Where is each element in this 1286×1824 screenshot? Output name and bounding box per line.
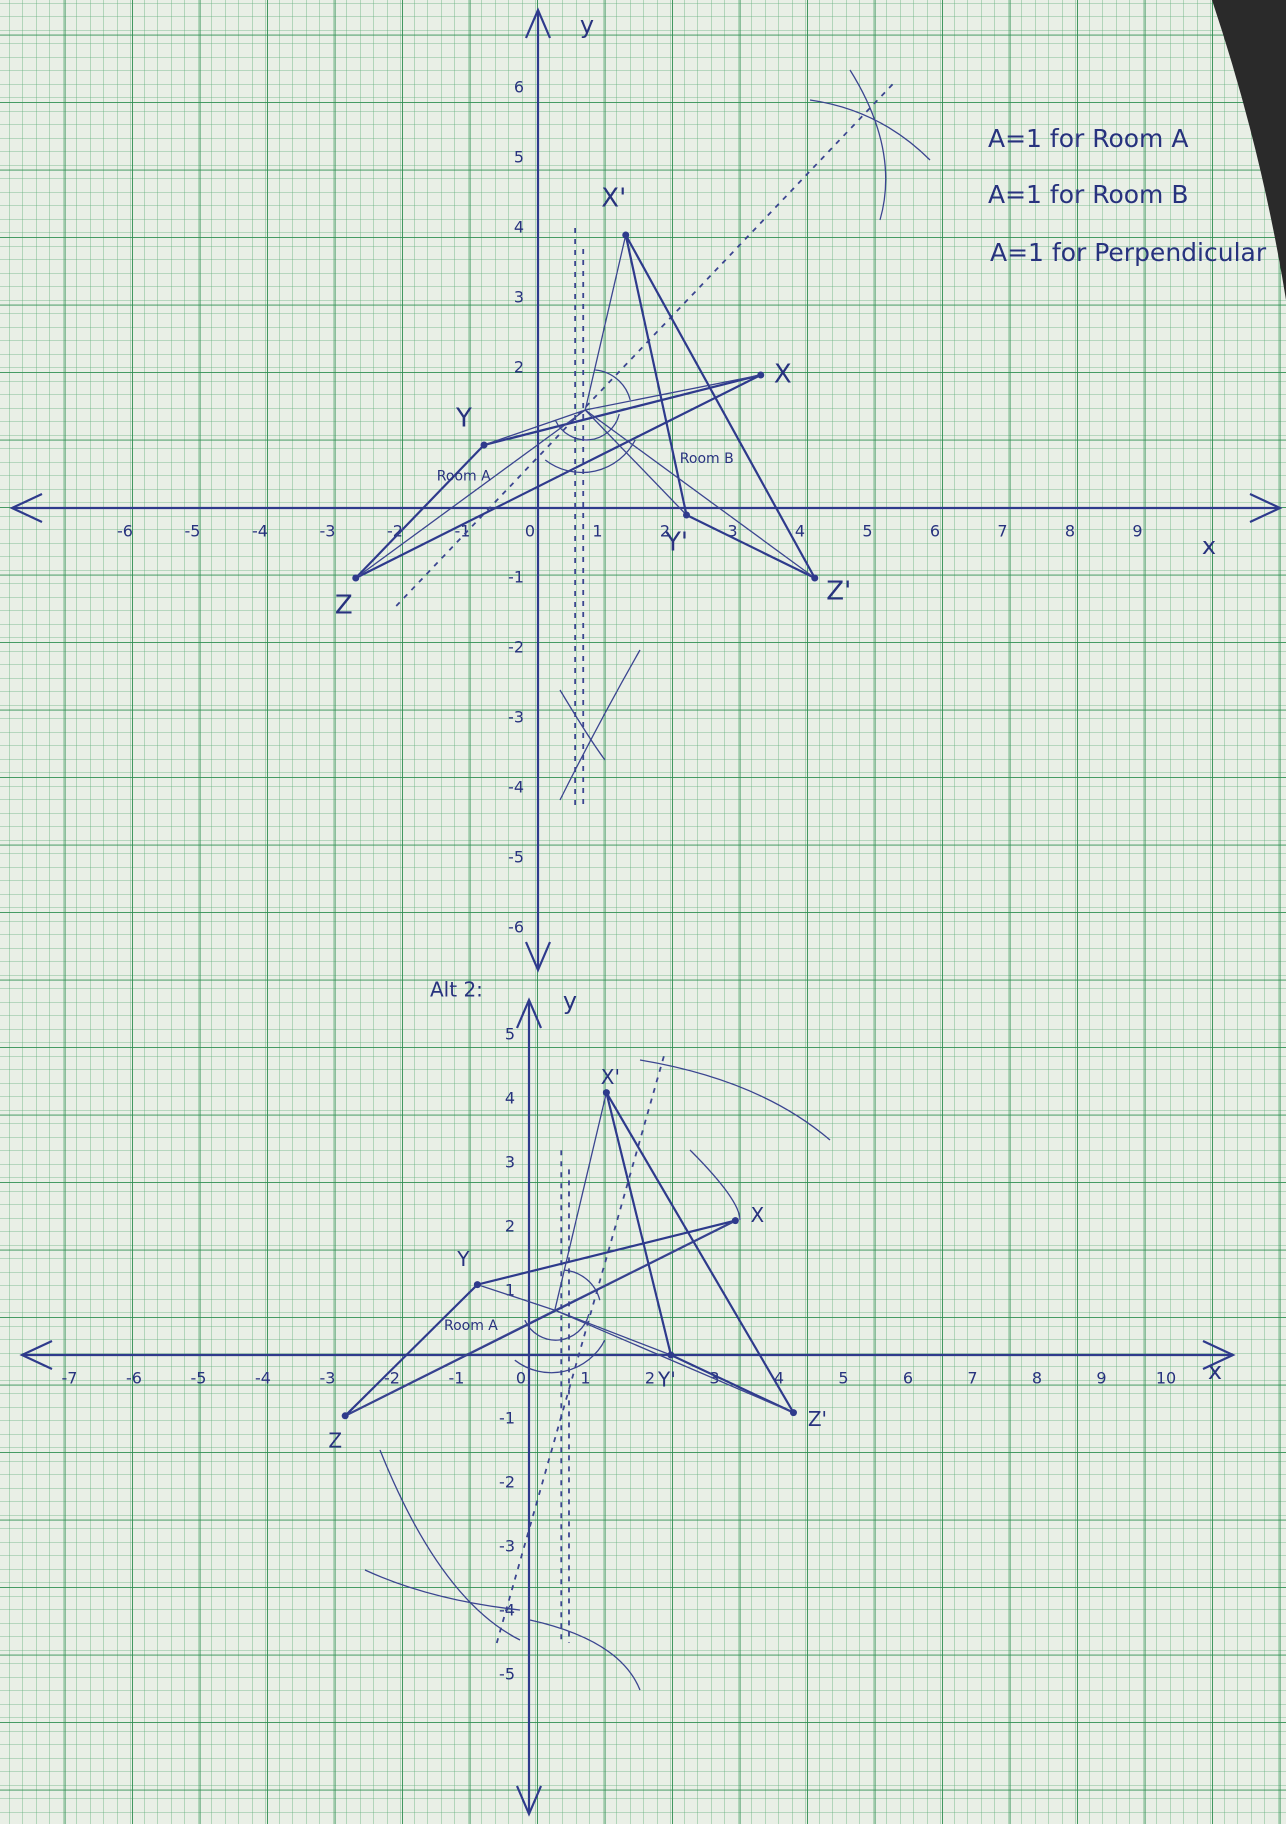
- y-tick-label: 3: [505, 1153, 515, 1172]
- note: A=1 for Room A: [988, 124, 1188, 153]
- note: A=1 for Room B: [988, 180, 1189, 209]
- y-tick-label: 3: [514, 288, 524, 307]
- vertex-label: Y: [455, 404, 472, 434]
- y-axis-label: y: [580, 11, 594, 39]
- vertex: [683, 512, 690, 519]
- x-tick-label: 5: [862, 522, 872, 541]
- y-axis-label: y: [563, 987, 577, 1015]
- y-tick-label: 4: [514, 218, 524, 237]
- grid: [0, 0, 1286, 1824]
- region-label: Room A: [444, 1318, 498, 1334]
- vertex: [603, 1089, 610, 1096]
- vertex: [811, 575, 818, 582]
- x-tick-label: -4: [252, 522, 268, 541]
- y-tick-label: 2: [505, 1217, 515, 1236]
- x-axis-label: x: [1202, 532, 1216, 560]
- x-tick-label: 2: [645, 1369, 655, 1388]
- vertex-label: Z': [808, 1407, 827, 1431]
- x-tick-label: 8: [1065, 522, 1075, 541]
- vertex: [352, 575, 359, 582]
- y-tick-label: -5: [508, 848, 524, 867]
- vertex: [732, 1217, 739, 1224]
- x-tick-label: -4: [255, 1369, 271, 1388]
- y-tick-label: -2: [499, 1473, 515, 1492]
- y-tick-label: -4: [508, 778, 524, 797]
- vertex-label: Z: [335, 591, 353, 621]
- x-tick-label: 6: [930, 522, 940, 541]
- x-tick-label: 5: [838, 1369, 848, 1388]
- x-tick-label: -3: [320, 522, 336, 541]
- graph-paper: A=1 for Room A A=1 for Room B A=1 for Pe…: [0, 0, 1286, 1824]
- x-tick-label: 7: [997, 522, 1007, 541]
- note: A=1 for Perpendicular: [990, 238, 1267, 267]
- x-tick-label: -3: [320, 1369, 336, 1388]
- y-tick-label: -3: [499, 1537, 515, 1556]
- x-tick-label: 7: [967, 1369, 977, 1388]
- region-label: Room B: [680, 451, 734, 467]
- y-tick-label: 6: [514, 78, 524, 97]
- x-tick-label: 1: [592, 522, 602, 541]
- vertex-label: X: [751, 1203, 765, 1227]
- x-tick-label: -5: [191, 1369, 207, 1388]
- y-tick-label: 5: [505, 1025, 515, 1044]
- vertex-label: Y: [456, 1247, 470, 1271]
- y-tick-label: -3: [508, 708, 524, 727]
- y-tick-label: -1: [508, 568, 524, 587]
- vertex-label: X': [601, 184, 626, 214]
- x-tick-label: 0: [516, 1369, 526, 1388]
- vertex: [342, 1412, 349, 1419]
- x-tick-label: 4: [795, 522, 805, 541]
- vertex: [757, 372, 764, 379]
- x-tick-label: 6: [903, 1369, 913, 1388]
- x-tick-label: 0: [525, 522, 535, 541]
- x-tick-label: -6: [126, 1369, 142, 1388]
- vertex: [790, 1409, 797, 1416]
- vertex-label: X': [601, 1065, 620, 1089]
- x-tick-label: -1: [449, 1369, 465, 1388]
- vertex: [474, 1281, 481, 1288]
- x-tick-label: 9: [1132, 522, 1142, 541]
- x-tick-label: -5: [185, 522, 201, 541]
- x-tick-label: -6: [117, 522, 133, 541]
- y-tick-label: -6: [508, 918, 524, 937]
- x-tick-label: 1: [580, 1369, 590, 1388]
- x-tick-label: -2: [384, 1369, 400, 1388]
- vertex: [667, 1352, 674, 1359]
- vertex-label: X: [774, 360, 792, 390]
- graph-title: Alt 2:: [430, 978, 483, 1002]
- vertex: [481, 442, 488, 449]
- x-tick-label: 10: [1156, 1369, 1176, 1388]
- region-label: Room A: [437, 469, 491, 485]
- vertex-label: Z': [826, 577, 851, 607]
- x-axis-label: x: [1208, 1357, 1222, 1385]
- y-tick-label: 4: [505, 1089, 515, 1108]
- y-tick-label: -2: [508, 638, 524, 657]
- x-tick-label: 4: [774, 1369, 784, 1388]
- y-tick-label: -5: [499, 1665, 515, 1684]
- x-tick-label: -7: [62, 1369, 78, 1388]
- x-tick-label: 8: [1032, 1369, 1042, 1388]
- vertex-label: Y': [664, 528, 688, 558]
- vertex-label: Y': [657, 1368, 676, 1392]
- y-tick-label: 5: [514, 148, 524, 167]
- vertex-label: Z: [328, 1428, 342, 1452]
- vertex: [622, 232, 629, 239]
- y-tick-label: -1: [499, 1409, 515, 1428]
- y-tick-label: 2: [514, 358, 524, 377]
- x-tick-label: 9: [1096, 1369, 1106, 1388]
- page: A=1 for Room A A=1 for Room B A=1 for Pe…: [0, 0, 1286, 1824]
